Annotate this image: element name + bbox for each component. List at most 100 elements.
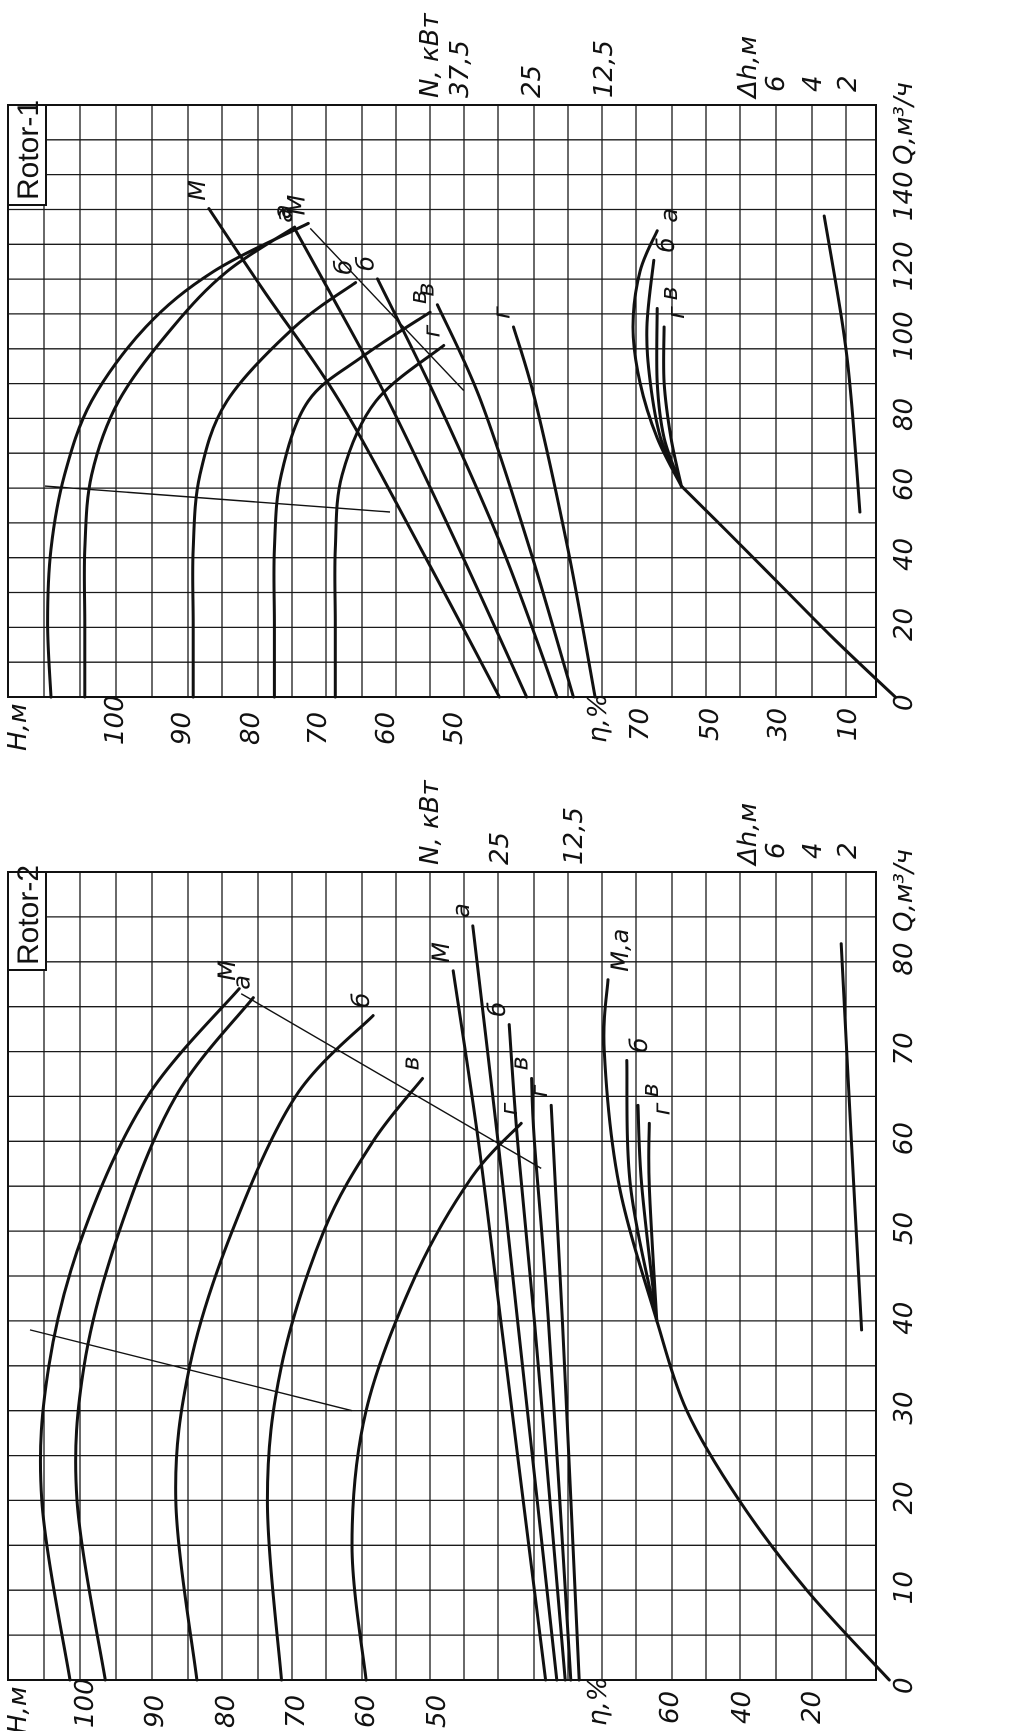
head-axis-label: Н,м bbox=[3, 1687, 33, 1731]
efficiency-curve-б bbox=[645, 258, 683, 488]
rotor-2-labels: МабвгМабвгM,абвг01020304050607080Q,м³/чН… bbox=[3, 779, 919, 1731]
head-curve-label: М bbox=[282, 194, 310, 215]
x-axis-label: Q,м³/ч bbox=[889, 849, 919, 932]
npsh-curve bbox=[822, 214, 862, 514]
npsh-axis-label: Δh,м bbox=[733, 36, 763, 100]
efficiency-curve-label: в bbox=[655, 286, 683, 300]
power-axis-label: N, кВт bbox=[415, 779, 445, 865]
npsh-tick-label: 6 bbox=[761, 75, 791, 92]
power-curve-label: М bbox=[183, 180, 211, 201]
power-curve-г bbox=[512, 325, 597, 699]
efficiency-axis-label: η,% bbox=[583, 1677, 613, 1726]
power-tick-label: 25 bbox=[485, 832, 515, 865]
npsh-tick-label: 6 bbox=[761, 842, 791, 859]
rotor-2-grid bbox=[8, 872, 876, 1680]
power-curve-M bbox=[451, 969, 548, 1682]
rotor-2-frame bbox=[7, 871, 877, 1681]
power-curve-label: М bbox=[427, 942, 455, 963]
efficiency-tick-label: 70 bbox=[625, 708, 655, 741]
head-curve-label: а bbox=[269, 204, 297, 219]
rotor-2-title-box bbox=[7, 871, 47, 971]
npsh-tick-label: 4 bbox=[798, 75, 828, 92]
head-curve-label: г bbox=[495, 1102, 523, 1115]
head-tick-label: 60 bbox=[371, 712, 401, 745]
rotor-1-frame bbox=[7, 104, 877, 698]
power-curve-M bbox=[207, 207, 501, 699]
head-tick-label: 100 bbox=[70, 1678, 100, 1728]
power-tick-label: 12,5 bbox=[589, 40, 619, 98]
efficiency-curve-rising bbox=[679, 484, 897, 699]
rotor-2-chart: МабвгМабвгM,абвг01020304050607080Q,м³/чН… bbox=[3, 779, 919, 1731]
power-curve-label: г bbox=[488, 306, 516, 319]
head-tick-label: 60 bbox=[351, 1695, 381, 1728]
npsh-tick-label: 2 bbox=[833, 842, 863, 859]
power-curve-б bbox=[376, 277, 559, 699]
efficiency-curve-г bbox=[662, 325, 683, 488]
head-tick-label: 80 bbox=[236, 712, 266, 745]
efficiency-curve-г bbox=[647, 1121, 659, 1323]
power-curve-label: в bbox=[411, 283, 439, 297]
x-tick-label: 70 bbox=[889, 1032, 919, 1065]
npsh-curve bbox=[839, 942, 864, 1332]
x-tick-label: 10 bbox=[889, 1571, 919, 1604]
head-tick-label: 70 bbox=[303, 712, 333, 745]
efficiency-axis-label: η,% bbox=[583, 694, 613, 743]
efficiency-tick-label: 40 bbox=[727, 1691, 757, 1724]
efficiency-curve-б bbox=[625, 1059, 659, 1323]
efficiency-tick-label: 50 bbox=[695, 708, 725, 741]
head-curve-а bbox=[74, 996, 255, 1682]
efficiency-tick-label: 20 bbox=[797, 1691, 827, 1724]
efficiency-curve-label: в bbox=[636, 1083, 664, 1097]
efficiency-curve-а bbox=[631, 229, 683, 488]
power-curve-в bbox=[435, 303, 575, 699]
x-tick-label: 100 bbox=[889, 311, 919, 361]
head-curve-label: в bbox=[397, 1056, 425, 1070]
npsh-tick-label: 4 bbox=[798, 842, 828, 859]
rotor-1-title: Rotor-1 bbox=[12, 100, 45, 200]
head-tick-label: 90 bbox=[167, 712, 197, 745]
rotor-1-labels: МабвгМабвгабвг020406080100120140Q,м³/чН,… bbox=[3, 12, 919, 751]
working-range-line-upper bbox=[240, 993, 542, 1169]
efficiency-tick-label: 30 bbox=[763, 708, 793, 741]
head-curve-г bbox=[333, 344, 446, 699]
head-axis-label: Н,м bbox=[3, 704, 33, 751]
npsh-tick-label: 2 bbox=[833, 75, 863, 92]
rotor-1-grid bbox=[8, 105, 876, 697]
head-curve-M bbox=[38, 987, 241, 1682]
head-tick-label: 50 bbox=[422, 1695, 452, 1728]
power-curve-label: г bbox=[525, 1084, 553, 1097]
head-tick-label: 50 bbox=[439, 712, 469, 745]
efficiency-curve-label: г bbox=[662, 306, 690, 319]
head-curve-M bbox=[46, 221, 310, 699]
efficiency-tick-label: 60 bbox=[655, 1691, 685, 1724]
efficiency-curve-в bbox=[636, 1103, 659, 1323]
power-curve-label: в bbox=[506, 1056, 534, 1070]
power-curve-label: б bbox=[352, 256, 380, 271]
head-tick-label: 70 bbox=[281, 1695, 311, 1728]
x-tick-label: 0 bbox=[889, 694, 919, 711]
power-curve-б bbox=[507, 1023, 567, 1682]
power-curve-label: б bbox=[483, 1002, 511, 1017]
efficiency-curve-label: б bbox=[652, 237, 680, 252]
head-curve-в bbox=[272, 310, 432, 699]
working-range-line-upper bbox=[309, 227, 465, 391]
x-tick-label: 30 bbox=[889, 1392, 919, 1425]
x-tick-label: 20 bbox=[889, 608, 919, 641]
power-curve-г bbox=[549, 1103, 581, 1682]
head-curve-label: г bbox=[418, 325, 446, 338]
head-curve-б bbox=[174, 1014, 375, 1682]
efficiency-curve-label: M,а bbox=[606, 929, 634, 972]
power-tick-label: 12,5 bbox=[559, 807, 589, 865]
npsh-axis-label: Δh,м bbox=[733, 803, 763, 867]
power-tick-label: 25 bbox=[517, 65, 547, 98]
working-range-line-lower bbox=[44, 485, 391, 513]
x-tick-label: 60 bbox=[889, 468, 919, 501]
efficiency-curve-rising bbox=[655, 1319, 891, 1682]
head-curve-б bbox=[191, 281, 358, 699]
x-tick-label: 40 bbox=[889, 538, 919, 571]
efficiency-curve-label: а bbox=[655, 208, 683, 223]
head-curve-label: б bbox=[330, 260, 358, 275]
head-tick-label: 90 bbox=[140, 1695, 170, 1728]
power-curve-а bbox=[471, 924, 559, 1682]
